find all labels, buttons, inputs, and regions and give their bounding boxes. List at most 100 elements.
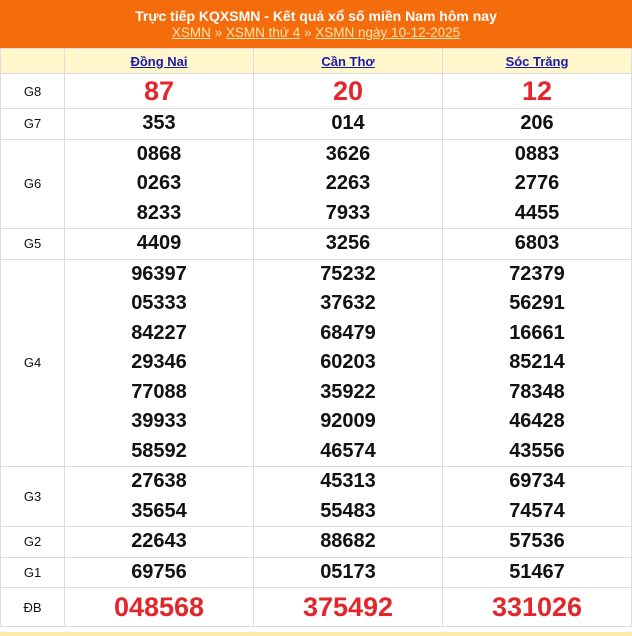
- result-number: 57536: [509, 530, 565, 552]
- prize-label: G4: [0, 258, 65, 467]
- province-link[interactable]: Sóc Trăng: [505, 53, 569, 69]
- result-number: 05333: [131, 292, 187, 314]
- prize-row: G5 4409 3256 6803: [0, 228, 632, 260]
- result-number: 51467: [509, 560, 565, 583]
- prize-cell: 69734 74574: [442, 466, 632, 527]
- prize-label: G2: [0, 526, 65, 558]
- prize-cell: 048568: [64, 587, 254, 627]
- prize-cell: 22643: [64, 526, 254, 558]
- result-number: 77088: [131, 380, 187, 403]
- result-number: 55483: [320, 499, 376, 522]
- breadcrumb: XSMN » XSMN thứ 4 » XSMN ngày 10-12-2025: [171, 25, 461, 40]
- result-number: 85214: [509, 351, 565, 373]
- province-link[interactable]: Đồng Nai: [130, 53, 188, 69]
- result-number: 375492: [302, 592, 394, 622]
- result-number: 35922: [320, 380, 376, 403]
- result-number: 58592: [131, 439, 187, 462]
- prize-label: G3: [0, 466, 65, 527]
- prize-cell: 27638 35654: [64, 466, 254, 527]
- breadcrumb-xsmn[interactable]: XSMN: [171, 25, 211, 40]
- prize-cell: 206: [442, 108, 632, 140]
- page-title: Trực tiếp KQXSMN - Kết quả xổ số miền Na…: [135, 8, 497, 24]
- prize-cell: 20: [253, 73, 443, 109]
- prize-cell: 87: [64, 73, 254, 109]
- prize-label: ĐB: [0, 587, 65, 627]
- prize-cell: 72379 56291 16661 85214 78348 46428 43556: [442, 258, 632, 467]
- prize-label: G8: [0, 73, 65, 109]
- result-number: 45313: [320, 470, 376, 492]
- result-number: 78348: [509, 380, 565, 403]
- prize-label: G1: [0, 556, 65, 588]
- result-number: 96397: [131, 262, 187, 285]
- result-number: 84227: [131, 321, 187, 344]
- province-header-row: Đồng Nai Cần Thơ Sóc Trăng: [0, 48, 632, 74]
- prize-cell: 375492: [253, 587, 443, 627]
- result-number: 75232: [320, 262, 376, 285]
- result-number: 88682: [320, 530, 376, 552]
- prize-row: G1 69756 05173 51467: [0, 556, 632, 588]
- prize-cell: 0868 0263 8233: [64, 138, 254, 229]
- result-number: 2263: [325, 172, 371, 194]
- result-number: 3256: [325, 232, 371, 254]
- prize-cell: 014: [253, 108, 443, 140]
- result-number: 27638: [131, 470, 187, 492]
- prize-row: ĐB 048568 375492 331026: [0, 587, 632, 627]
- result-number: 46574: [320, 439, 376, 462]
- prize-cell: 05173: [253, 556, 443, 588]
- result-number: 16661: [509, 321, 565, 344]
- result-number: 6803: [514, 232, 560, 254]
- result-number: 7933: [325, 201, 371, 224]
- prize-cell: 57536: [442, 526, 632, 558]
- prize-cell: 353: [64, 108, 254, 140]
- result-number: 87: [143, 76, 175, 106]
- result-number: 12: [521, 76, 553, 106]
- result-number: 46428: [509, 410, 565, 432]
- prize-label: G5: [0, 228, 65, 260]
- prize-row: G8 87 20 12: [0, 73, 632, 109]
- result-number: 2776: [514, 172, 560, 194]
- result-number: 8233: [136, 201, 182, 224]
- prize-cell: 88682: [253, 526, 443, 558]
- result-number: 353: [142, 112, 176, 134]
- prize-cell: 12: [442, 73, 632, 109]
- result-number: 4409: [136, 232, 182, 254]
- result-number: 05173: [320, 560, 376, 583]
- prize-cell: 3626 2263 7933: [253, 138, 443, 229]
- footer-strip: [0, 632, 632, 636]
- page-header: Trực tiếp KQXSMN - Kết quả xổ số miền Na…: [0, 0, 632, 48]
- result-number: 43556: [509, 439, 565, 462]
- result-number: 60203: [320, 351, 376, 373]
- result-number: 92009: [320, 410, 376, 432]
- prize-row: G7 353 014 206: [0, 108, 632, 140]
- prize-cell: 75232 37632 68479 60203 35922 92009 46574: [253, 258, 443, 467]
- breadcrumb-xsmn-date[interactable]: XSMN ngày 10-12-2025: [315, 25, 461, 40]
- prize-cell: 51467: [442, 556, 632, 588]
- result-number: 206: [520, 112, 554, 134]
- prize-label: G6: [0, 138, 65, 229]
- prize-cell: 3256: [253, 228, 443, 260]
- result-number: 0868: [136, 142, 182, 165]
- result-number: 35654: [131, 499, 187, 522]
- result-number: 22643: [131, 530, 187, 552]
- prize-cell: 6803: [442, 228, 632, 260]
- breadcrumb-xsmn-thu-4[interactable]: XSMN thứ 4: [225, 25, 301, 40]
- province-link[interactable]: Cần Thơ: [321, 53, 375, 69]
- prize-cell: 331026: [442, 587, 632, 627]
- result-number: 20: [332, 76, 364, 106]
- result-number: 3626: [325, 142, 371, 165]
- prize-row: G6 0868 0263 8233 3626 2263 7933 0883 2776 4455: [0, 138, 632, 229]
- prize-row: G2 22643 88682 57536: [0, 526, 632, 558]
- result-number: 0263: [136, 172, 182, 194]
- prize-cell: 45313 55483: [253, 466, 443, 527]
- result-number: 56291: [509, 292, 565, 314]
- result-number: 4455: [514, 201, 560, 224]
- results-table: Đồng Nai Cần Thơ Sóc Trăng G8 87 20 12 G7 353…: [0, 48, 632, 627]
- prize-cell: 0883 2776 4455: [442, 138, 632, 229]
- result-number: 29346: [131, 351, 187, 373]
- result-number: 72379: [509, 262, 565, 285]
- result-number: 014: [331, 112, 365, 134]
- result-number: 69734: [509, 470, 565, 492]
- result-number: 68479: [320, 321, 376, 344]
- prize-row: G3 27638 35654 45313 55483 69734 74574: [0, 466, 632, 527]
- result-number: 74574: [509, 499, 565, 522]
